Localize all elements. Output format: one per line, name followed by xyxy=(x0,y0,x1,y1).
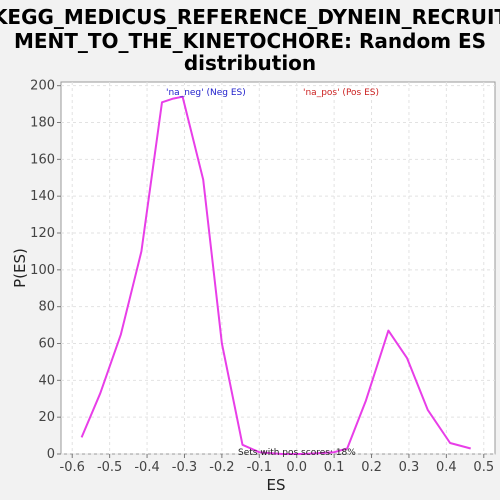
x-tick-label: -0.2 xyxy=(209,460,234,475)
x-tick-label: -0.5 xyxy=(97,460,122,475)
y-tick-label: 180 xyxy=(30,116,55,131)
x-tick-label: -0.1 xyxy=(247,460,272,475)
x-tick-label: 0.5 xyxy=(473,460,494,475)
y-tick-label: 160 xyxy=(30,152,55,167)
x-axis-ticks: -0.6 -0.5 -0.4 -0.3 -0.2 -0.1 0.0 0.1 0.2 0.3 0.4 0… xyxy=(60,454,494,475)
x-tick-label: 0.0 xyxy=(286,460,307,475)
y-tick-label: 120 xyxy=(30,226,55,241)
y-tick-label: 20 xyxy=(38,410,55,425)
pos-scores-annotation: Sets with pos scores: 18% xyxy=(238,448,356,458)
legend-pos: 'na_pos' (Pos ES) xyxy=(303,88,379,98)
y-axis-label: P(ES) xyxy=(11,248,29,288)
y-tick-label: 40 xyxy=(38,373,55,388)
x-tick-label: 0.2 xyxy=(361,460,382,475)
y-axis-ticks: 0 20 40 60 80 100 120 140 160 180 200 xyxy=(30,79,61,462)
y-tick-label: 200 xyxy=(30,79,55,94)
x-tick-label: 0.3 xyxy=(399,460,420,475)
y-tick-label: 0 xyxy=(47,447,55,462)
chart-title: KEGG_MEDICUS_REFERENCE_DYNEIN_RECRUIT ME… xyxy=(0,5,500,75)
y-tick-label: 80 xyxy=(38,300,55,315)
x-tick-label: 0.4 xyxy=(436,460,457,475)
x-tick-label: 0.1 xyxy=(324,460,345,475)
plot-area xyxy=(60,81,496,455)
legend-neg: 'na_neg' (Neg ES) xyxy=(166,88,246,98)
x-tick-label: -0.3 xyxy=(172,460,197,475)
series-line xyxy=(80,95,471,455)
x-tick-label: -0.6 xyxy=(60,460,85,475)
y-tick-label: 60 xyxy=(38,337,55,352)
y-tick-label: 100 xyxy=(30,263,55,278)
title-line-2: MENT_TO_THE_KINETOCHORE: Random ES xyxy=(14,29,486,53)
title-line-3: distribution xyxy=(184,51,316,75)
grid xyxy=(61,82,495,455)
y-tick-label: 140 xyxy=(30,189,55,204)
series-layer xyxy=(80,95,471,455)
x-tick-label: -0.4 xyxy=(134,460,159,475)
title-line-1: KEGG_MEDICUS_REFERENCE_DYNEIN_RECRUIT xyxy=(0,5,500,29)
x-axis-label: ES xyxy=(267,476,286,494)
